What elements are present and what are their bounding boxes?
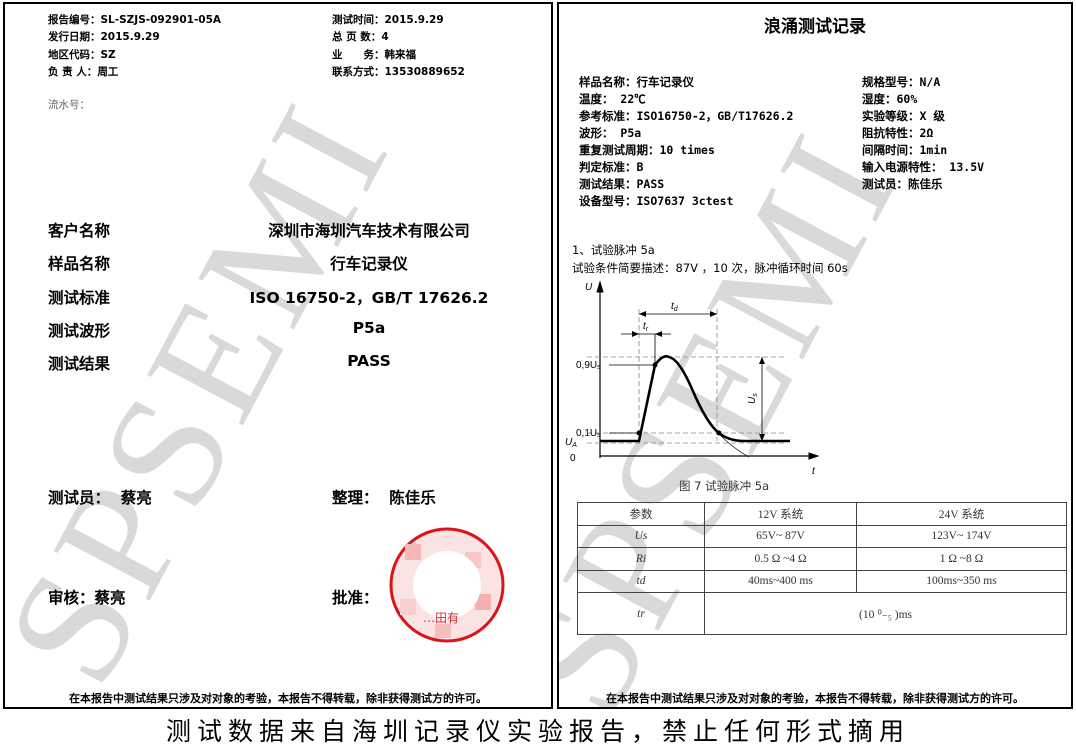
field-value: PASS [347, 352, 391, 370]
region-code: 地区代码：SZ [48, 49, 116, 61]
contact-phone: 联系方式：13530889652 [332, 66, 465, 78]
figure-caption: 图 7 试验脉冲 5a [679, 479, 770, 493]
person-in-charge: 负 责 人：周工 [48, 66, 119, 78]
disclaimer: 在本报告中测试结果只涉及对对象的考验，本报告不得转载，除非获得测试方的许可。 [606, 692, 1024, 705]
test-conditions: 试验条件简要描述：87V ，10 次，脉冲循环时间 60s [572, 261, 848, 275]
pulse-parameter-table: 参数 12V 系统 24V 系统 Us 65V~ 87V 123V~ 174V Ri 0.… [577, 502, 1067, 635]
svg-text:UA: UA [565, 437, 577, 449]
table-row: tr (10 ⁰₋₅ )ms [577, 592, 1067, 635]
field-value: ISO 16750-2，GB/T 17626.2 [249, 289, 489, 307]
table-row: td 40ms~400 ms 100ms~350 ms [577, 569, 1067, 593]
svg-text:t: t [812, 466, 816, 477]
reviewer: 审核：蔡亮 [48, 589, 126, 607]
section-title: 1、试验脉冲 5a [572, 243, 655, 257]
table-row: Us 65V~ 87V 123V~ 174V [577, 524, 1067, 548]
svg-text:U: U [585, 282, 593, 293]
issue-date: 发行日期：2015.9.29 [48, 31, 160, 43]
info-left: 样品名称：行车记录仪 温度： 22℃ 参考标准：ISO16750-2，GB/T176… [579, 75, 794, 208]
svg-text:td: td [671, 301, 679, 313]
field-label: 客户名称 [48, 222, 111, 240]
svg-text:Us: Us [747, 393, 759, 404]
svg-text:0,1Us: 0,1Us [576, 428, 601, 439]
field-value: P5a [352, 319, 386, 337]
svg-text:tr: tr [643, 321, 649, 333]
field-value: 深圳市海圳汽车技术有限公司 [268, 222, 470, 240]
serial-number-label: 流水号： [48, 99, 90, 111]
svg-text:…田有: …田有 [423, 611, 459, 625]
organizer: 整理： 陈佳乐 [332, 489, 436, 507]
page-title: 浪涌测试记录 [764, 17, 866, 37]
surge-test-record-page: SPSEMI 浪涌测试记录 样品名称：行车记录仪 温度： 22℃ 参考标准：ISO1… [557, 2, 1073, 709]
test-time: 测试时间：2015.9.29 [332, 14, 444, 26]
bottom-caption: 测试数据来自海圳记录仪实验报告，禁止任何形式摘用 [165, 717, 910, 746]
report-number: 报告编号：SL-SZJS-092901-05A [48, 14, 222, 26]
svg-text:0: 0 [570, 453, 576, 464]
field-label: 测试结果 [48, 355, 111, 373]
field-label: 样品名称 [48, 255, 111, 273]
field-label: 测试标准 [48, 289, 111, 307]
report-cover-page: SPSEMI 报告编号：SL-SZJS-092901-05A 测试时间：2015… [3, 2, 553, 709]
table-header-row: 参数 12V 系统 24V 系统 [577, 502, 1067, 526]
field-value: 行车记录仪 [330, 255, 408, 273]
info-right: 规格型号：N/A 湿度：60% 实验等级：X 级阻抗特性：2Ω 间隔时间：1min 输入… [862, 75, 985, 191]
disclaimer: 在本报告中测试结果只涉及对对象的考验，本报告不得转载，除非获得测试方的许可。 [69, 692, 487, 705]
tester: 测试员： 蔡亮 [48, 489, 152, 507]
svg-text:SPSEMI: SPSEMI [5, 72, 426, 709]
business-contact: 业 务：韩来福 [332, 49, 416, 61]
svg-text:0,9Us: 0,9Us [576, 360, 601, 371]
total-pages: 总 页 数：4 [332, 31, 389, 43]
approver: 批准： [332, 589, 379, 607]
field-label: 测试波形 [48, 322, 111, 340]
